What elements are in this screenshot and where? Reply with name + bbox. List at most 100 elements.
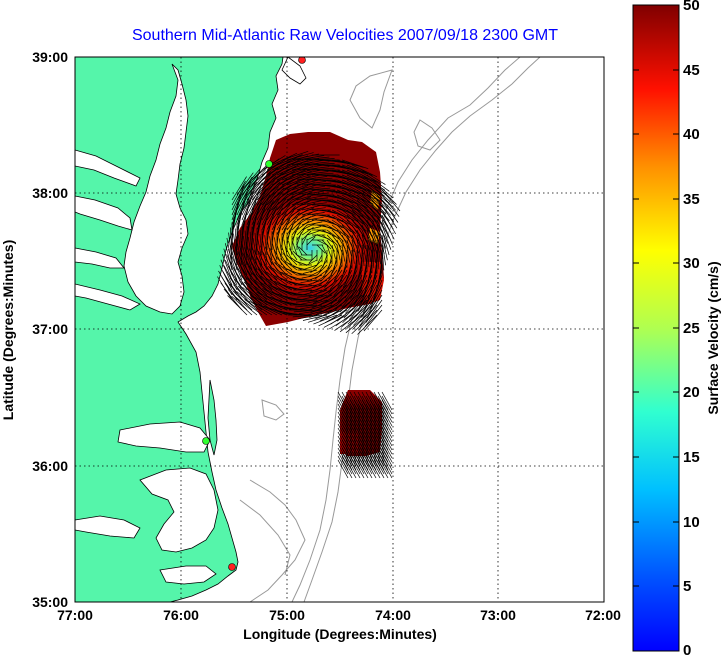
current-vector	[344, 264, 353, 284]
current-vector	[346, 229, 357, 247]
radar-stations	[202, 57, 306, 571]
current-vector	[346, 174, 373, 188]
current-vector	[361, 399, 373, 419]
current-vector	[271, 184, 292, 201]
current-vector	[301, 233, 308, 246]
current-vector	[321, 234, 334, 243]
current-vector	[224, 259, 238, 286]
current-vector	[318, 294, 338, 306]
current-vector	[356, 204, 375, 223]
current-vector	[349, 431, 361, 451]
current-vector	[345, 411, 357, 431]
current-vector	[296, 243, 303, 256]
current-vector	[271, 207, 284, 226]
current-vector	[381, 199, 399, 223]
current-vector	[256, 256, 268, 276]
current-vector	[349, 391, 361, 411]
colorbar-tick-label: 10	[683, 514, 700, 531]
current-vector	[345, 427, 357, 447]
colorbar-tick-label: 15	[683, 449, 700, 466]
current-vector	[306, 182, 332, 186]
current-vector	[365, 447, 377, 467]
current-vector	[336, 204, 356, 216]
current-vector	[296, 216, 312, 226]
current-vector	[261, 186, 279, 206]
current-vector	[351, 164, 378, 178]
grid-lines	[75, 57, 604, 602]
current-vector	[286, 165, 314, 176]
station-marker	[265, 160, 273, 168]
current-vector	[371, 184, 393, 204]
colorbar-tick-label: 25	[683, 320, 700, 337]
current-vector	[349, 447, 361, 467]
current-vector	[304, 284, 323, 291]
current-vector	[296, 188, 319, 196]
current-vector	[361, 431, 373, 451]
current-vector	[369, 451, 381, 471]
current-vector	[296, 232, 302, 246]
current-vector	[365, 415, 377, 435]
current-vector	[227, 248, 238, 276]
x-axis-label: Longitude (Degrees:Minutes)	[243, 626, 437, 642]
current-vector	[337, 431, 349, 451]
current-vector	[337, 407, 349, 427]
current-vector	[287, 292, 308, 296]
current-vector	[337, 395, 349, 415]
current-vector	[256, 171, 278, 191]
current-vector	[353, 411, 365, 431]
current-vector	[361, 169, 386, 185]
current-vector	[291, 226, 300, 241]
current-vector	[284, 260, 298, 271]
current-vector	[341, 451, 353, 471]
current-vector	[349, 407, 361, 427]
current-vector	[377, 451, 389, 471]
current-vector	[361, 189, 384, 208]
x-tick-labels: 77:00 76:00 75:00 74:00 73:00 72:00	[57, 607, 621, 623]
current-vector	[307, 314, 333, 323]
current-vector	[266, 271, 283, 286]
current-vector	[381, 439, 393, 459]
colorbar-tick-label: 35	[683, 191, 700, 208]
current-vector	[336, 199, 358, 211]
current-vector	[377, 403, 389, 423]
current-vector	[260, 293, 283, 306]
current-vector	[381, 455, 393, 475]
current-vector	[351, 314, 373, 334]
current-vector	[381, 415, 393, 435]
current-vector	[337, 403, 349, 423]
current-vector	[373, 403, 385, 423]
current-vector	[341, 407, 353, 427]
current-vector	[274, 262, 288, 276]
current-vector	[364, 269, 373, 293]
current-vector	[341, 455, 353, 475]
current-vector	[371, 224, 382, 248]
current-vector	[373, 419, 385, 439]
current-vector	[377, 439, 389, 459]
current-vector	[220, 259, 233, 286]
station-marker	[228, 563, 236, 571]
current-vector	[278, 264, 293, 276]
current-vector	[373, 395, 385, 415]
colorbar-tick-label: 30	[683, 255, 700, 272]
current-vector	[246, 173, 266, 196]
current-vector	[377, 411, 389, 431]
current-vector	[281, 223, 288, 241]
current-vector	[356, 199, 376, 217]
current-vector	[349, 395, 361, 415]
current-vector	[351, 184, 375, 200]
current-vector	[280, 258, 293, 271]
current-vector	[251, 202, 262, 226]
current-vector	[336, 244, 341, 261]
current-vectors	[217, 150, 401, 479]
current-vector	[381, 451, 393, 471]
current-vector	[381, 459, 393, 479]
current-vector	[366, 174, 390, 192]
x-tick-label: 77:00	[57, 607, 93, 623]
current-vector	[246, 165, 267, 186]
current-vector	[257, 286, 278, 301]
current-vector	[306, 163, 335, 166]
current-vector	[253, 302, 278, 316]
current-vector	[349, 411, 361, 431]
current-vector	[336, 174, 364, 185]
current-vector	[357, 443, 369, 463]
